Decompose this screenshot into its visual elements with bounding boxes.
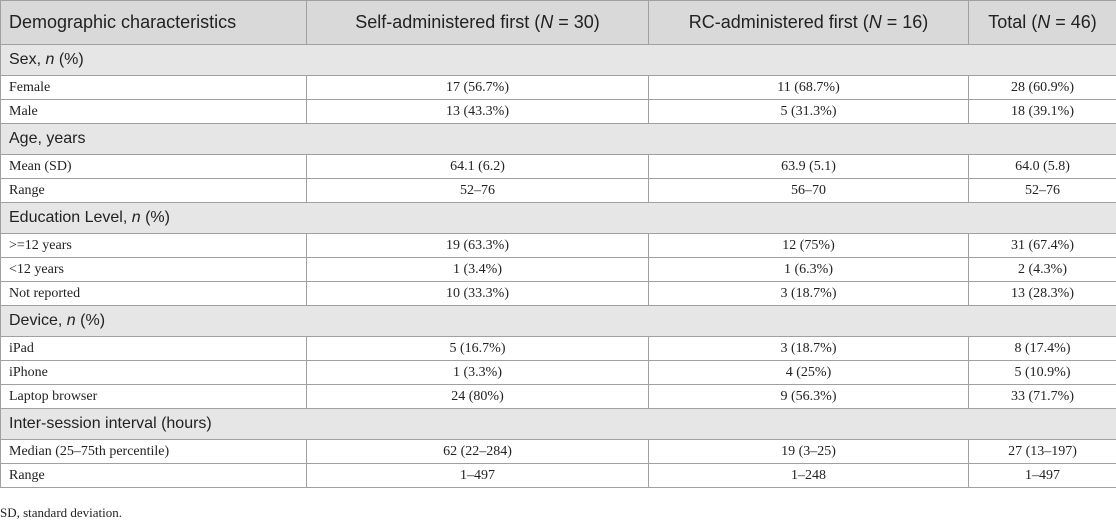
table-row-edu-ge12: >=12 years 19 (63.3%) 12 (75%) 31 (67.4%… <box>0 233 1116 258</box>
cell-total: 13 (28.3%) <box>968 281 1116 306</box>
cell-self-administered: 62 (22–284) <box>306 439 649 464</box>
group-row-education: Education Level, n (%) <box>0 202 1116 234</box>
row-label: <12 years <box>0 257 307 282</box>
group-row-inter-session-interval: Inter-session interval (hours) <box>0 408 1116 440</box>
row-label: Median (25–75th percentile) <box>0 439 307 464</box>
cell-self-administered: 1 (3.3%) <box>306 360 649 385</box>
row-label: >=12 years <box>0 233 307 258</box>
table-row-female: Female 17 (56.7%) 11 (68.7%) 28 (60.9%) <box>0 75 1116 100</box>
table-row-interval-range: Range 1–497 1–248 1–497 <box>0 463 1116 488</box>
cell-rc-administered: 56–70 <box>648 178 969 203</box>
header-demographic-characteristics: Demographic characteristics <box>0 0 307 45</box>
cell-rc-administered: 4 (25%) <box>648 360 969 385</box>
group-label-inter-session-interval: Inter-session interval (hours) <box>0 408 1116 440</box>
cell-total: 5 (10.9%) <box>968 360 1116 385</box>
cell-rc-administered: 11 (68.7%) <box>648 75 969 100</box>
demographics-table: Demographic characteristics Self-adminis… <box>0 0 1116 488</box>
table-row-edu-lt12: <12 years 1 (3.4%) 1 (6.3%) 2 (4.3%) <box>0 257 1116 282</box>
table-row-male: Male 13 (43.3%) 5 (31.3%) 18 (39.1%) <box>0 99 1116 124</box>
cell-rc-administered: 3 (18.7%) <box>648 336 969 361</box>
cell-self-administered: 1–497 <box>306 463 649 488</box>
group-label-age: Age, years <box>0 123 1116 155</box>
cell-self-administered: 24 (80%) <box>306 384 649 409</box>
cell-self-administered: 64.1 (6.2) <box>306 154 649 179</box>
table-row-ipad: iPad 5 (16.7%) 3 (18.7%) 8 (17.4%) <box>0 336 1116 361</box>
table-row-interval-median: Median (25–75th percentile) 62 (22–284) … <box>0 439 1116 464</box>
cell-self-administered: 17 (56.7%) <box>306 75 649 100</box>
cell-rc-administered: 9 (56.3%) <box>648 384 969 409</box>
table-row-age-mean: Mean (SD) 64.1 (6.2) 63.9 (5.1) 64.0 (5.… <box>0 154 1116 179</box>
cell-total: 27 (13–197) <box>968 439 1116 464</box>
cell-total: 31 (67.4%) <box>968 233 1116 258</box>
cell-self-administered: 1 (3.4%) <box>306 257 649 282</box>
cell-self-administered: 19 (63.3%) <box>306 233 649 258</box>
table-row-laptop-browser: Laptop browser 24 (80%) 9 (56.3%) 33 (71… <box>0 384 1116 409</box>
cell-rc-administered: 63.9 (5.1) <box>648 154 969 179</box>
table-row-edu-not-reported: Not reported 10 (33.3%) 3 (18.7%) 13 (28… <box>0 281 1116 306</box>
table-footnote: SD, standard deviation. <box>0 505 123 520</box>
group-row-age: Age, years <box>0 123 1116 155</box>
row-label: iPad <box>0 336 307 361</box>
row-label: Range <box>0 178 307 203</box>
cell-total: 1–497 <box>968 463 1116 488</box>
group-label-education: Education Level, n (%) <box>0 202 1116 234</box>
cell-total: 18 (39.1%) <box>968 99 1116 124</box>
cell-total: 64.0 (5.8) <box>968 154 1116 179</box>
cell-rc-administered: 3 (18.7%) <box>648 281 969 306</box>
row-label: iPhone <box>0 360 307 385</box>
cell-total: 8 (17.4%) <box>968 336 1116 361</box>
cell-self-administered: 5 (16.7%) <box>306 336 649 361</box>
cell-total: 33 (71.7%) <box>968 384 1116 409</box>
row-label: Female <box>0 75 307 100</box>
table-row-age-range: Range 52–76 56–70 52–76 <box>0 178 1116 203</box>
cell-self-administered: 10 (33.3%) <box>306 281 649 306</box>
cell-rc-administered: 19 (3–25) <box>648 439 969 464</box>
cell-self-administered: 13 (43.3%) <box>306 99 649 124</box>
table-row-iphone: iPhone 1 (3.3%) 4 (25%) 5 (10.9%) <box>0 360 1116 385</box>
header-self-administered-first: Self-administered first (N = 30) <box>306 0 649 45</box>
row-label: Not reported <box>0 281 307 306</box>
header-rc-administered-first: RC-administered first (N = 16) <box>648 0 969 45</box>
cell-self-administered: 52–76 <box>306 178 649 203</box>
row-label: Laptop browser <box>0 384 307 409</box>
group-row-device: Device, n (%) <box>0 305 1116 337</box>
group-label-device: Device, n (%) <box>0 305 1116 337</box>
header-total: Total (N = 46) <box>968 0 1116 45</box>
header-row: Demographic characteristics Self-adminis… <box>0 0 1116 45</box>
cell-rc-administered: 1 (6.3%) <box>648 257 969 282</box>
group-label-sex: Sex, n (%) <box>0 44 1116 76</box>
row-label: Mean (SD) <box>0 154 307 179</box>
cell-rc-administered: 5 (31.3%) <box>648 99 969 124</box>
cell-total: 2 (4.3%) <box>968 257 1116 282</box>
cell-total: 52–76 <box>968 178 1116 203</box>
group-row-sex: Sex, n (%) <box>0 44 1116 76</box>
cell-total: 28 (60.9%) <box>968 75 1116 100</box>
cell-rc-administered: 12 (75%) <box>648 233 969 258</box>
cell-rc-administered: 1–248 <box>648 463 969 488</box>
row-label: Male <box>0 99 307 124</box>
row-label: Range <box>0 463 307 488</box>
